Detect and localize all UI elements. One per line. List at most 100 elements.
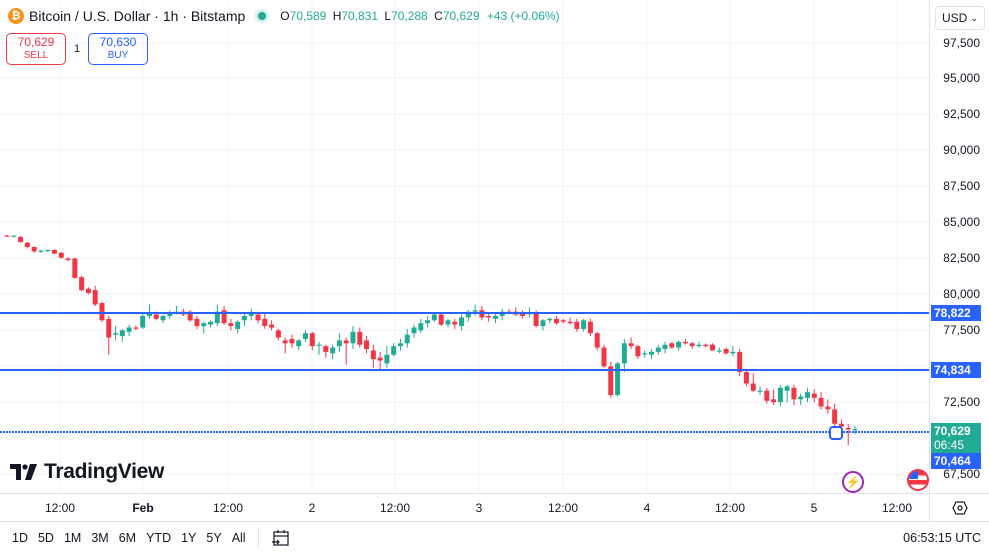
candle-body[interactable]: [241, 315, 247, 321]
candle-body[interactable]: [669, 343, 675, 348]
candle-body[interactable]: [133, 327, 139, 329]
candle-body[interactable]: [540, 320, 546, 327]
candle-body[interactable]: [146, 313, 152, 316]
candle-body[interactable]: [31, 247, 37, 252]
candle-body[interactable]: [4, 235, 10, 237]
candle-body[interactable]: [106, 318, 112, 338]
candle-body[interactable]: [757, 390, 763, 392]
candle-body[interactable]: [431, 314, 437, 321]
candle-body[interactable]: [520, 313, 526, 316]
candle-body[interactable]: [221, 310, 227, 324]
candle-body[interactable]: [743, 372, 749, 384]
candle-body[interactable]: [486, 315, 492, 318]
candle-body[interactable]: [608, 366, 614, 396]
candle-body[interactable]: [601, 347, 607, 367]
candle-body[interactable]: [492, 315, 498, 319]
candle-body[interactable]: [336, 340, 342, 347]
range-button-1d[interactable]: 1D: [12, 531, 28, 545]
candle-body[interactable]: [703, 344, 709, 347]
candle-body[interactable]: [777, 387, 783, 403]
sell-button[interactable]: 70,629 SELL: [6, 33, 66, 65]
candle-body[interactable]: [309, 333, 315, 347]
candle-body[interactable]: [642, 353, 648, 355]
candle-body[interactable]: [771, 399, 777, 403]
candle-body[interactable]: [113, 333, 119, 335]
candle-body[interactable]: [716, 350, 722, 352]
candle-body[interactable]: [818, 397, 824, 407]
candle-body[interactable]: [832, 409, 838, 424]
candle-body[interactable]: [45, 249, 51, 252]
us-flag-icon[interactable]: [907, 469, 929, 491]
candle-body[interactable]: [391, 346, 397, 355]
range-button-1y[interactable]: 1Y: [181, 531, 197, 545]
range-button-all[interactable]: All: [231, 531, 246, 545]
candle-body[interactable]: [302, 333, 308, 339]
chart-pane[interactable]: ₿ Bitcoin / U.S. Dollar · 1h · Bitstamp …: [0, 0, 929, 493]
candle-body[interactable]: [92, 290, 98, 305]
candle-body[interactable]: [160, 315, 166, 321]
candle-body[interactable]: [784, 386, 790, 391]
candle-body[interactable]: [85, 288, 91, 293]
candle-body[interactable]: [140, 315, 146, 328]
candle-body[interactable]: [269, 324, 275, 328]
candle-body[interactable]: [655, 347, 661, 352]
candle-body[interactable]: [58, 252, 64, 258]
candle-body[interactable]: [452, 321, 458, 325]
candle-body[interactable]: [397, 343, 403, 347]
go-to-date-icon[interactable]: [271, 528, 291, 548]
candle-body[interactable]: [737, 351, 743, 373]
candle-body[interactable]: [764, 390, 770, 401]
candle-body[interactable]: [696, 344, 702, 347]
symbol-title[interactable]: Bitcoin / U.S. Dollar · 1h · Bitstamp: [29, 8, 246, 24]
candle-body[interactable]: [384, 354, 390, 364]
candle-body[interactable]: [289, 338, 295, 344]
candle-body[interactable]: [330, 347, 336, 354]
candle-body[interactable]: [38, 250, 44, 252]
candle-body[interactable]: [662, 344, 668, 350]
time-axis[interactable]: 12:00 Feb 12:00 2 12:00 3 12:00 4 12:00 5 12:00: [0, 493, 929, 522]
candle-body[interactable]: [119, 330, 125, 337]
candle-body[interactable]: [126, 327, 132, 332]
candle-body[interactable]: [723, 349, 729, 354]
range-button-1m[interactable]: 1M: [63, 531, 82, 545]
candle-body[interactable]: [167, 313, 173, 316]
candle-body[interactable]: [79, 277, 85, 291]
candle-body[interactable]: [275, 330, 281, 338]
candle-body[interactable]: [459, 317, 465, 327]
candle-body[interactable]: [323, 346, 329, 352]
candle-body[interactable]: [445, 320, 451, 325]
range-button-3m[interactable]: 3M: [91, 531, 109, 545]
candle-body[interactable]: [418, 323, 424, 331]
candle-body[interactable]: [615, 363, 621, 396]
candle-body[interactable]: [533, 313, 539, 327]
candle-body[interactable]: [581, 320, 587, 329]
candle-body[interactable]: [214, 311, 220, 324]
candle-body[interactable]: [411, 327, 417, 334]
candle-body[interactable]: [791, 387, 797, 400]
tradingview-logo[interactable]: TradingView: [10, 460, 164, 484]
candle-body[interactable]: [689, 343, 695, 347]
candle-body[interactable]: [750, 383, 756, 391]
candle-body[interactable]: [255, 314, 261, 321]
candle-body[interactable]: [282, 340, 288, 344]
candle-body[interactable]: [404, 334, 410, 344]
candle-body[interactable]: [798, 396, 804, 400]
candle-body[interactable]: [350, 331, 356, 344]
candle-body[interactable]: [567, 321, 573, 324]
buy-button[interactable]: 70,630 BUY: [88, 33, 148, 65]
candle-body[interactable]: [235, 321, 241, 329]
candle-body[interactable]: [364, 340, 370, 350]
chart-settings-button[interactable]: [929, 493, 989, 522]
candle-body[interactable]: [51, 249, 57, 254]
candle-body[interactable]: [574, 321, 580, 329]
candle-body[interactable]: [262, 318, 268, 327]
candle-body[interactable]: [72, 258, 78, 278]
candle-body[interactable]: [676, 341, 682, 348]
candle-body[interactable]: [811, 393, 817, 398]
candle-body[interactable]: [554, 318, 560, 324]
price-axis[interactable]: USD ⌄ 97,500 95,000 92,500 90,000 87,500 85,0…: [929, 0, 989, 493]
candle-body[interactable]: [24, 242, 30, 248]
candle-body[interactable]: [594, 333, 600, 348]
market-status-icon[interactable]: [255, 9, 270, 23]
candle-body[interactable]: [635, 346, 641, 357]
